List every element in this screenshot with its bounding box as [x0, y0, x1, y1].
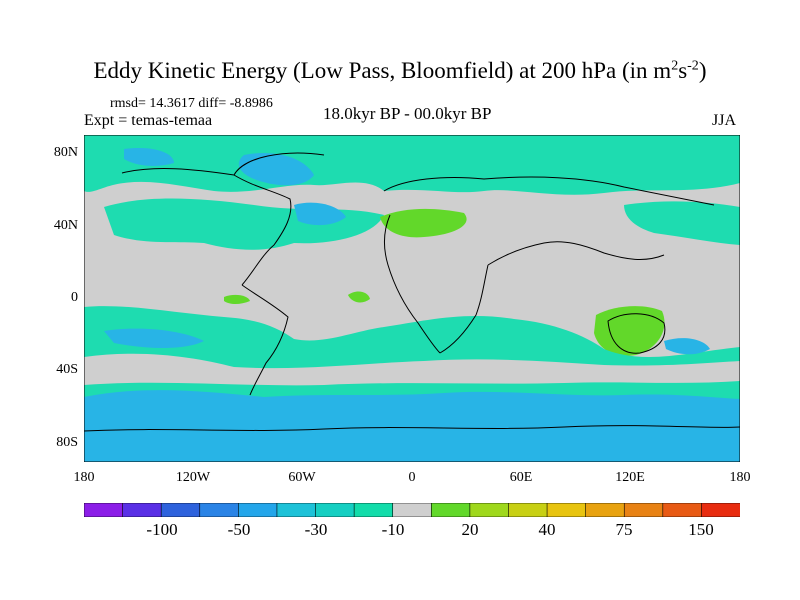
contour-blue-north-2: [294, 202, 346, 226]
lat-label: 80S: [56, 435, 78, 450]
contour-blue-south-2: [104, 328, 204, 348]
colorbar-cell: [392, 503, 433, 517]
contour-green-eq-1: [224, 294, 250, 304]
contour-green-med: [380, 208, 467, 238]
colorbar-label: 75: [615, 520, 633, 539]
colorbar-label: 40: [538, 520, 556, 539]
chart-title: Eddy Kinetic Energy (Low Pass, Bloomfiel…: [93, 58, 707, 83]
lat-label: 40S: [56, 362, 78, 377]
colorbar-cell: [546, 503, 587, 517]
season-label: JJA: [712, 112, 737, 129]
contour-npacific: [624, 201, 740, 245]
colorbar-cell: [122, 503, 162, 517]
lon-label: 0: [408, 470, 416, 485]
colorbar-cell: [701, 503, 740, 517]
contour-samerica: [232, 325, 262, 378]
contour-blue-south-3: [664, 338, 710, 355]
colorbar-label: -50: [227, 520, 251, 539]
colorbar-label: -100: [146, 520, 178, 539]
colorbar-cell: [662, 503, 703, 517]
lat-label: 40N: [53, 218, 78, 233]
coastlines: [84, 152, 740, 432]
lat-label: 80N: [53, 145, 78, 160]
colorbar-cell: [623, 503, 664, 517]
colorbar-cell: [84, 503, 124, 517]
period-label: 18.0kyr BP - 00.0kyr BP: [323, 104, 492, 123]
ekE-map: [84, 135, 740, 462]
experiment-label: Expt = temas-temaa: [84, 112, 213, 129]
contour-blue-north-1: [238, 153, 314, 186]
colorbar-cell: [199, 503, 240, 517]
lon-label: 180: [729, 470, 751, 485]
colorbar: [84, 503, 740, 517]
lon-label: 120E: [615, 470, 645, 485]
contour-gray-south: [84, 353, 740, 386]
colorbar-cell: [430, 503, 471, 517]
lon-label: 180: [73, 470, 95, 485]
colorbar-cell: [508, 503, 548, 517]
contour-green-eq-2: [348, 291, 370, 303]
colorbar-cell: [469, 503, 510, 517]
colorbar-cell: [353, 503, 394, 517]
colorbar-label: 150: [688, 520, 714, 539]
stats-text: rmsd= 14.3617 diff= -8.8986: [110, 96, 273, 111]
lon-label: 60E: [509, 470, 533, 485]
lon-label: 60W: [288, 470, 316, 485]
lon-label: 120W: [175, 470, 211, 485]
lat-label: 0: [71, 290, 78, 305]
contour-north-band: [84, 135, 740, 195]
contour-blue-north-3: [124, 147, 174, 166]
colorbar-cell: [160, 503, 201, 517]
colorbar-cell: [585, 503, 626, 517]
colorbar-cell: [315, 503, 355, 517]
colorbar-label: -10: [381, 520, 405, 539]
colorbar-label: -30: [304, 520, 328, 539]
colorbar-label: 20: [461, 520, 479, 539]
contour-blue-south: [84, 390, 740, 462]
colorbar-cell: [276, 503, 317, 517]
colorbar-cell: [238, 503, 278, 517]
